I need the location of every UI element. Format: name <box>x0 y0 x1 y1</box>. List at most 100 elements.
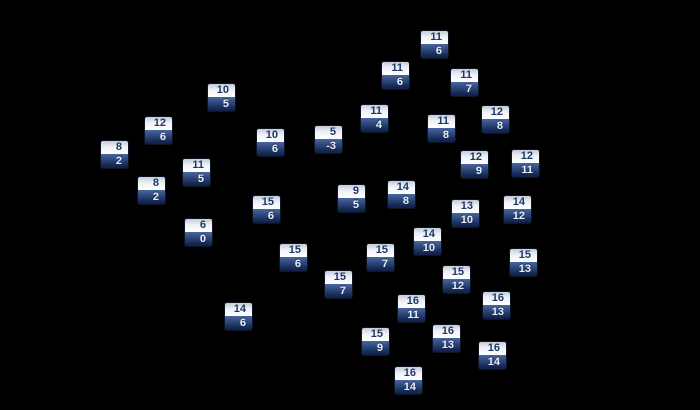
tile-top-value: 15 <box>362 328 389 341</box>
number-tile[interactable]: 16 14 <box>479 342 506 369</box>
tile-bottom-value: 7 <box>451 82 478 96</box>
number-tile[interactable]: 16 13 <box>483 292 510 319</box>
number-tile[interactable]: 10 5 <box>208 84 235 111</box>
number-tile[interactable]: 9 5 <box>338 185 365 212</box>
number-tile[interactable]: 15 7 <box>325 271 352 298</box>
number-tile[interactable]: 13 10 <box>452 200 479 227</box>
tile-top-value: 5 <box>315 126 342 139</box>
tile-bottom-value: 6 <box>253 209 280 223</box>
tile-top-value: 12 <box>461 151 488 164</box>
tile-bottom-value: 6 <box>257 142 284 156</box>
number-tile[interactable]: 16 13 <box>433 325 460 352</box>
tile-top-value: 15 <box>253 196 280 209</box>
tile-bottom-value: 13 <box>483 305 510 319</box>
tile-bottom-value: 8 <box>482 119 509 133</box>
tile-bottom-value: 6 <box>421 44 448 58</box>
tile-bottom-value: -3 <box>315 139 342 153</box>
number-tile[interactable]: 12 8 <box>482 106 509 133</box>
tile-top-value: 15 <box>325 271 352 284</box>
number-tile[interactable]: 10 6 <box>257 129 284 156</box>
number-tile[interactable]: 6 0 <box>185 219 212 246</box>
tile-top-value: 12 <box>145 117 172 130</box>
tile-top-value: 14 <box>504 196 531 209</box>
tile-bottom-value: 9 <box>362 341 389 355</box>
tile-top-value: 11 <box>361 105 388 118</box>
number-tile[interactable]: 12 11 <box>512 150 539 177</box>
tile-top-value: 9 <box>338 185 365 198</box>
tile-top-value: 11 <box>451 69 478 82</box>
number-tile[interactable]: 11 7 <box>451 69 478 96</box>
tile-bottom-value: 6 <box>382 75 409 89</box>
tile-bottom-value: 5 <box>208 97 235 111</box>
tile-bottom-value: 12 <box>443 279 470 293</box>
tile-top-value: 16 <box>483 292 510 305</box>
tile-top-value: 11 <box>421 31 448 44</box>
tile-top-value: 12 <box>512 150 539 163</box>
tile-bottom-value: 10 <box>452 213 479 227</box>
tile-top-value: 14 <box>388 181 415 194</box>
tile-bottom-value: 0 <box>185 232 212 246</box>
tile-top-value: 15 <box>367 244 394 257</box>
tile-bottom-value: 12 <box>504 209 531 223</box>
tile-bottom-value: 4 <box>361 118 388 132</box>
number-tile[interactable]: 8 2 <box>138 177 165 204</box>
tile-top-value: 15 <box>280 244 307 257</box>
tile-bottom-value: 5 <box>183 172 210 186</box>
number-tile[interactable]: 8 2 <box>101 141 128 168</box>
tile-bottom-value: 11 <box>512 163 539 177</box>
tile-bottom-value: 2 <box>101 154 128 168</box>
tile-top-value: 15 <box>510 249 537 262</box>
number-tile[interactable]: 16 14 <box>395 367 422 394</box>
tile-top-value: 11 <box>382 62 409 75</box>
tile-top-value: 16 <box>398 295 425 308</box>
number-tile[interactable]: 14 10 <box>414 228 441 255</box>
tile-bottom-value: 10 <box>414 241 441 255</box>
tile-bottom-value: 11 <box>398 308 425 322</box>
number-tile[interactable]: 12 6 <box>145 117 172 144</box>
tile-bottom-value: 2 <box>138 190 165 204</box>
number-tile[interactable]: 5 -3 <box>315 126 342 153</box>
tile-top-value: 6 <box>185 219 212 232</box>
tile-bottom-value: 9 <box>461 164 488 178</box>
tile-bottom-value: 13 <box>433 338 460 352</box>
number-tile[interactable]: 14 12 <box>504 196 531 223</box>
number-tile[interactable]: 11 4 <box>361 105 388 132</box>
number-tile[interactable]: 11 8 <box>428 115 455 142</box>
tile-top-value: 16 <box>395 367 422 380</box>
tile-top-value: 8 <box>138 177 165 190</box>
number-tile[interactable]: 15 13 <box>510 249 537 276</box>
tile-top-value: 16 <box>479 342 506 355</box>
number-tile[interactable]: 15 6 <box>280 244 307 271</box>
number-tile[interactable]: 15 7 <box>367 244 394 271</box>
tile-top-value: 14 <box>414 228 441 241</box>
tile-top-value: 16 <box>433 325 460 338</box>
number-tile[interactable]: 16 11 <box>398 295 425 322</box>
tile-bottom-value: 7 <box>367 257 394 271</box>
tile-top-value: 15 <box>443 266 470 279</box>
tile-top-value: 11 <box>428 115 455 128</box>
number-tile[interactable]: 15 9 <box>362 328 389 355</box>
tile-bottom-value: 7 <box>325 284 352 298</box>
tile-bottom-value: 6 <box>280 257 307 271</box>
tile-top-value: 11 <box>183 159 210 172</box>
number-tile[interactable]: 14 8 <box>388 181 415 208</box>
number-tile[interactable]: 11 6 <box>382 62 409 89</box>
tile-top-value: 8 <box>101 141 128 154</box>
tile-bottom-value: 6 <box>225 316 252 330</box>
tile-bottom-value: 14 <box>479 355 506 369</box>
number-tile[interactable]: 11 5 <box>183 159 210 186</box>
tile-top-value: 12 <box>482 106 509 119</box>
tile-bottom-value: 6 <box>145 130 172 144</box>
tile-bottom-value: 14 <box>395 380 422 394</box>
tile-top-value: 14 <box>225 303 252 316</box>
tile-bottom-value: 8 <box>388 194 415 208</box>
number-tile[interactable]: 11 6 <box>421 31 448 58</box>
number-tile[interactable]: 15 12 <box>443 266 470 293</box>
tile-top-value: 10 <box>257 129 284 142</box>
number-tile[interactable]: 14 6 <box>225 303 252 330</box>
number-tile[interactable]: 12 9 <box>461 151 488 178</box>
number-tile[interactable]: 15 6 <box>253 196 280 223</box>
tile-bottom-value: 13 <box>510 262 537 276</box>
tile-top-value: 13 <box>452 200 479 213</box>
